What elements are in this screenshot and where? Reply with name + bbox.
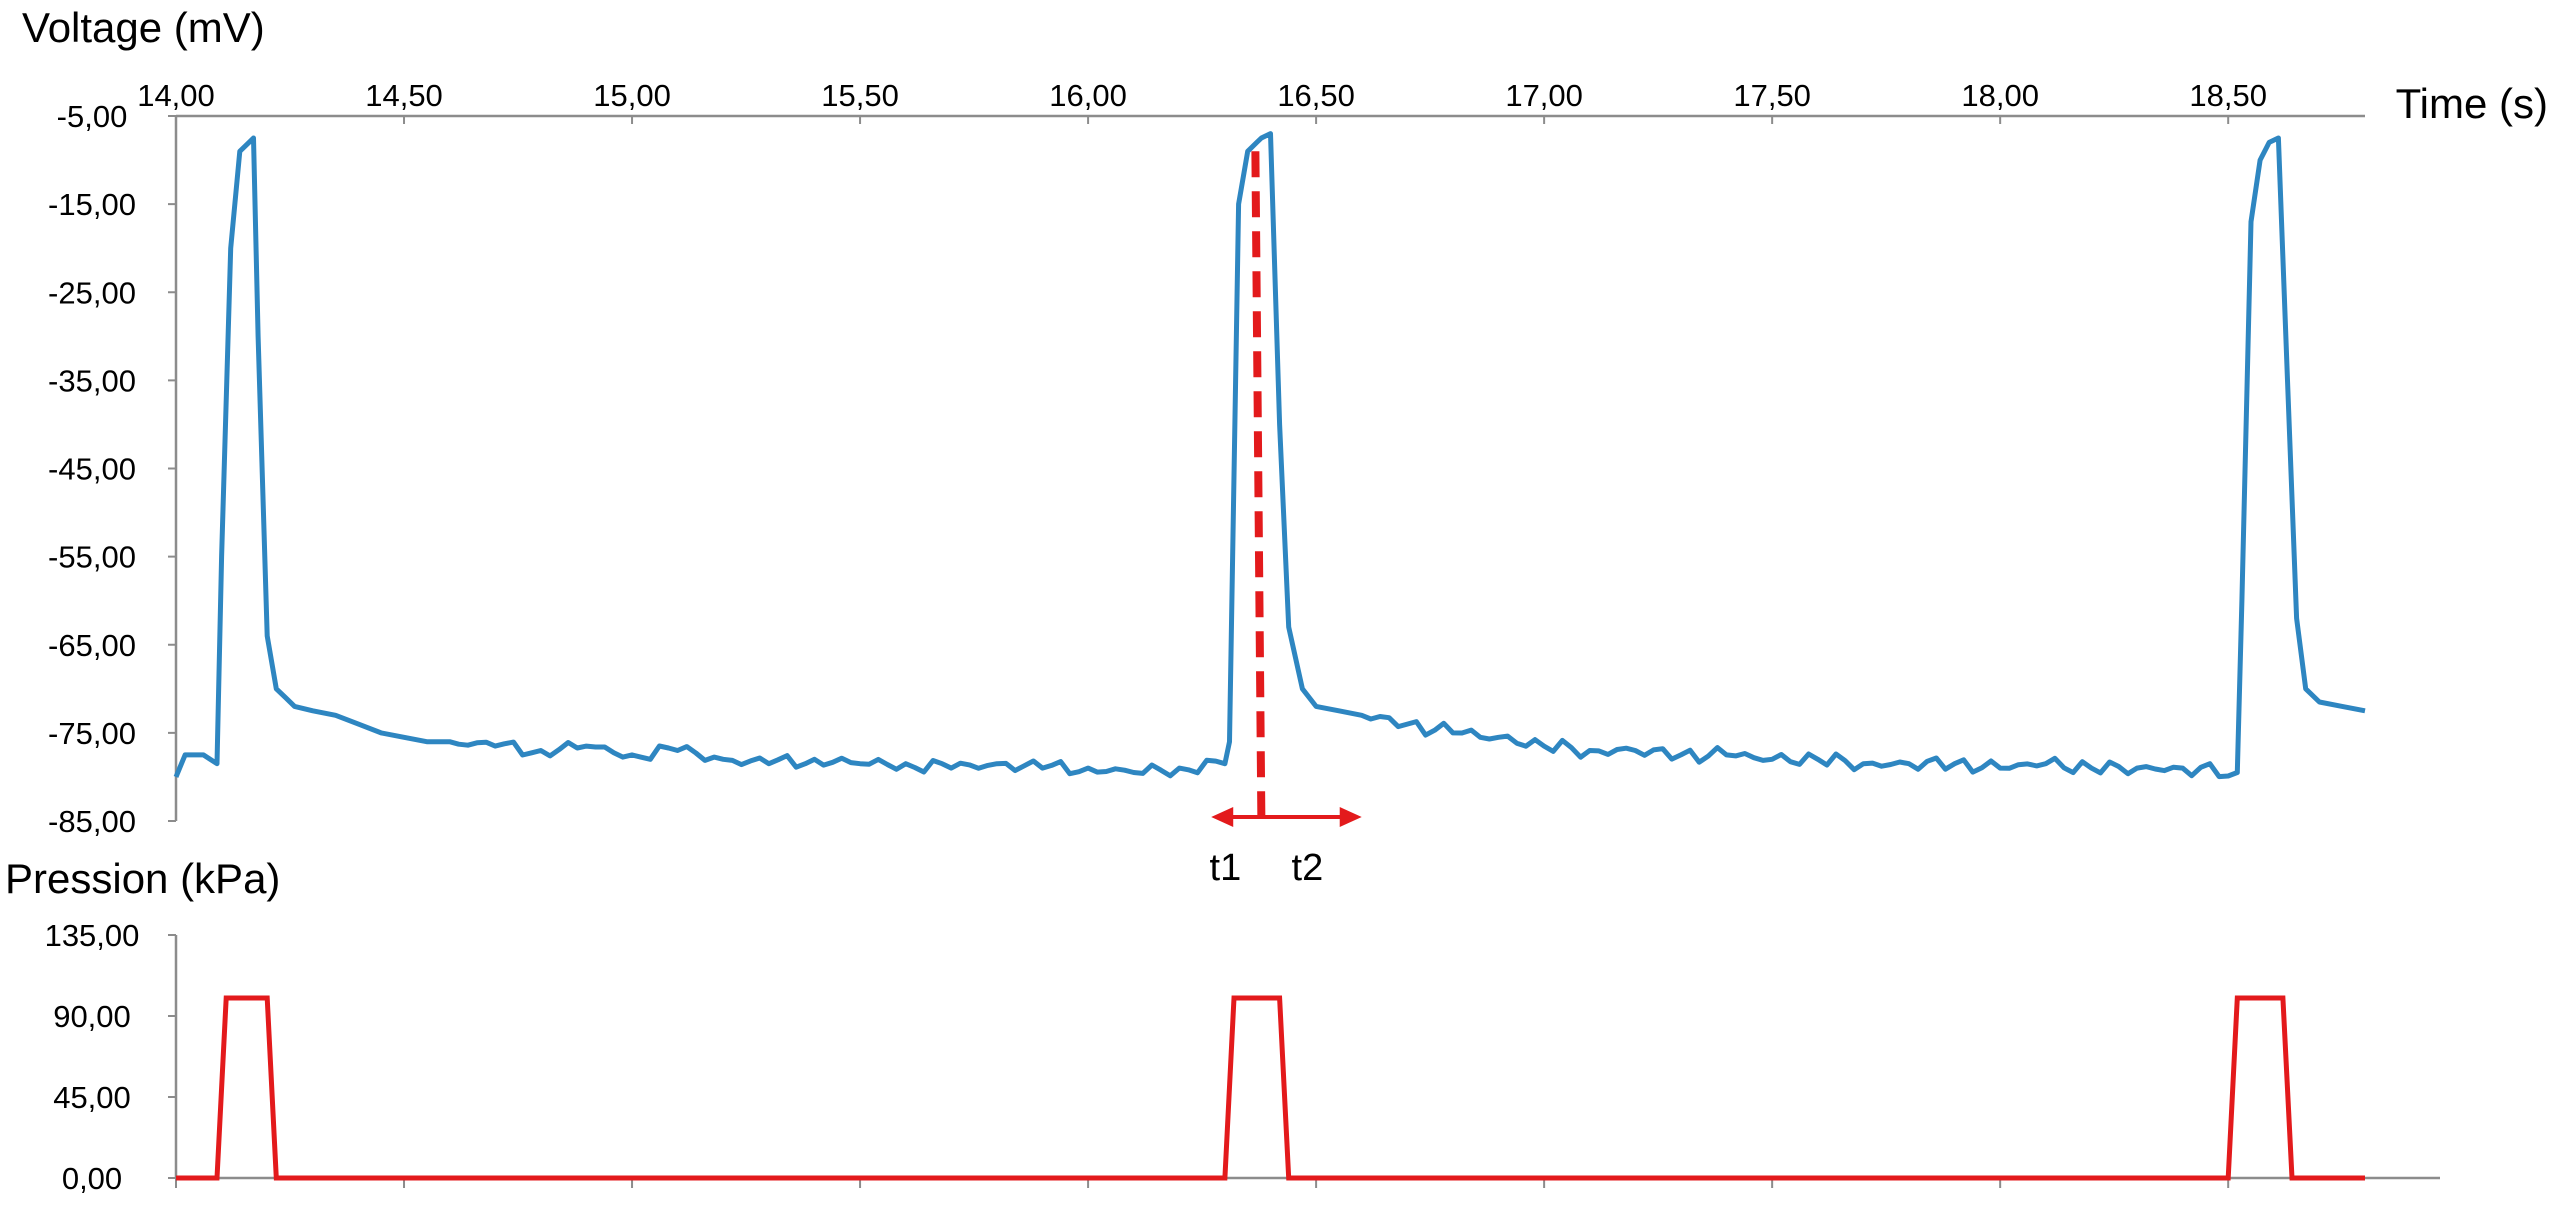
voltage-x-tick-label: 17,00 (1505, 78, 1583, 113)
time-axis-title: Time (s) (2396, 80, 2548, 127)
voltage-x-tick-label: 15,00 (593, 78, 671, 113)
pressure-panel: Pression (kPa) 0,00 45,00 90,00 135,00 (5, 855, 2440, 1196)
voltage-series-layer (173, 131, 2366, 780)
pressure-y-tick-label: 0,00 (62, 1161, 122, 1196)
voltage-x-tick-label: 18,50 (2189, 78, 2267, 113)
pressure-axis-title: Pression (kPa) (5, 855, 280, 902)
voltage-y-tick-label: -35,00 (48, 363, 136, 398)
pressure-y-tick-label: 90,00 (53, 999, 131, 1034)
pressure-y-tick-label: 135,00 (45, 918, 140, 953)
voltage-y-tick-label: -45,00 (48, 452, 136, 487)
voltage-x-tick-label: 14,00 (137, 78, 215, 113)
peak-dashed-marker (1251, 151, 1266, 821)
voltage-x-tick-label: 16,50 (1277, 78, 1355, 113)
pressure-y-tick-label: 45,00 (53, 1080, 131, 1115)
pressure-y-ticks: 0,00 45,00 90,00 135,00 (45, 918, 176, 1196)
voltage-x-tick-label: 16,00 (1049, 78, 1127, 113)
voltage-series-line (173, 131, 2366, 780)
voltage-x-tick-label: 15,50 (821, 78, 899, 113)
voltage-panel: Voltage (mV) Time (s) 14,00 14,50 15,00 15,… (22, 4, 2548, 839)
voltage-y-tick-label: -65,00 (48, 628, 136, 663)
timing-annotation: t1 t2 (1210, 151, 1362, 889)
voltage-axis-title: Voltage (mV) (22, 4, 265, 51)
voltage-y-tick-label: -55,00 (48, 540, 136, 575)
voltage-x-tick-label: 18,00 (1961, 78, 2039, 113)
arrow-head-right-icon (1339, 807, 1362, 827)
voltage-y-ticks: -5,00 -15,00 -25,00 -35,00 -45,00 -55,00 -65,0… (48, 99, 176, 839)
t2-label: t2 (1292, 847, 1324, 889)
arrow-head-left-icon (1211, 807, 1234, 827)
voltage-y-tick-label: -85,00 (48, 804, 136, 839)
voltage-x-tick-label: 14,50 (365, 78, 443, 113)
voltage-y-tick-label: -25,00 (48, 275, 136, 310)
voltage-x-tick-label: 17,50 (1733, 78, 1811, 113)
voltage-y-tick-label: -75,00 (48, 716, 136, 751)
pressure-series-layer (176, 995, 2365, 1181)
voltage-y-tick-label: -5,00 (57, 99, 128, 134)
voltage-y-tick-label: -15,00 (48, 187, 136, 222)
pressure-series-line (176, 995, 2365, 1181)
t1-label: t1 (1210, 847, 1242, 889)
voltage-x-ticks: 14,00 14,50 15,00 15,50 16,00 16,50 17,00 17,50… (137, 78, 2267, 124)
